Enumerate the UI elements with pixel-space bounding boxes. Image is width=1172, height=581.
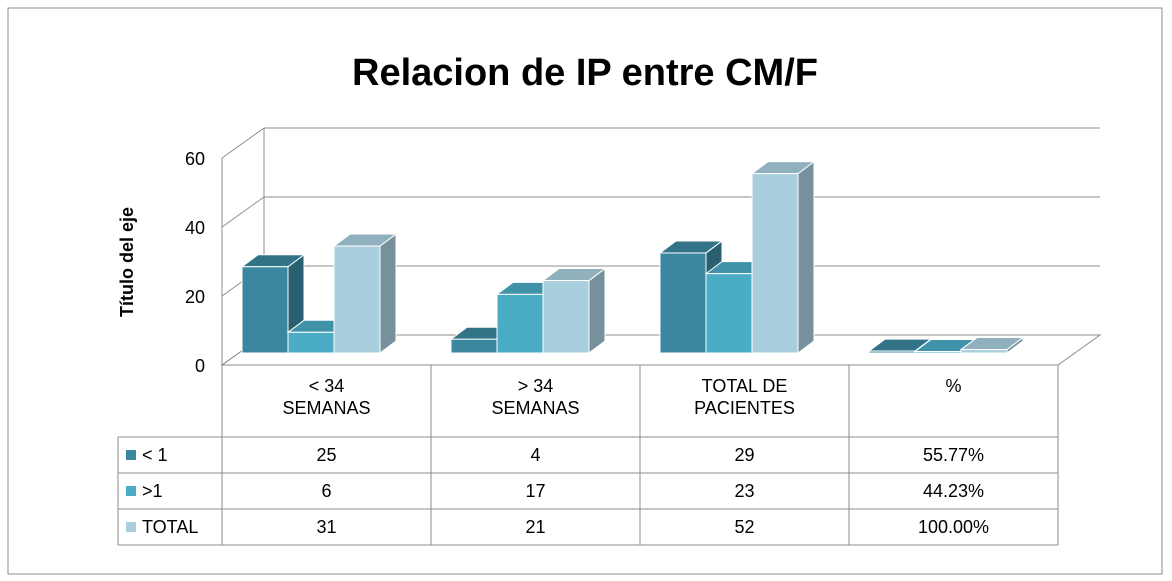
bar — [241, 266, 289, 354]
table-value: 31 — [316, 517, 337, 537]
x-tick-label: < 34 SEMANAS — [222, 365, 431, 437]
grid-line-side — [221, 127, 265, 159]
legend-entry: TOTAL — [118, 509, 222, 545]
bar — [542, 280, 590, 354]
table-value: 23 — [734, 481, 755, 501]
table-value: 29 — [734, 445, 755, 465]
y-axis-title: Título del eje — [117, 207, 137, 317]
category-text: < 34 SEMANAS — [282, 376, 371, 418]
bar-side — [379, 233, 397, 354]
x-tick-label: % — [849, 365, 1058, 437]
table-value: 44.23% — [922, 481, 985, 501]
category-text: TOTAL DE PACIENTES — [694, 376, 795, 418]
table-value: 55.77% — [922, 445, 985, 465]
legend-key — [126, 486, 136, 496]
chart-title: Relacion de IP entre CM/F — [352, 52, 818, 94]
bar — [868, 350, 916, 354]
y-tick-label: 40 — [185, 218, 205, 238]
bar — [333, 245, 381, 354]
y-tick-label: 20 — [185, 287, 205, 307]
legend-label: TOTAL — [142, 517, 199, 537]
bar — [960, 349, 1008, 354]
bar — [751, 173, 799, 354]
table-value: 17 — [525, 481, 546, 501]
bar — [496, 293, 544, 354]
legend-label: < 1 — [142, 445, 168, 465]
category-text: > 34 SEMANAS — [491, 376, 580, 418]
table-value: 100.00% — [917, 517, 990, 537]
legend-label: >1 — [142, 481, 163, 501]
legend-entry: >1 — [118, 473, 222, 509]
category-text: % — [945, 376, 962, 396]
bar-side — [588, 267, 606, 354]
bar — [705, 273, 753, 354]
x-tick-label: TOTAL DE PACIENTES — [640, 365, 849, 437]
y-tick-label: 60 — [185, 149, 205, 169]
table-value: 6 — [321, 481, 332, 501]
legend-key — [126, 522, 136, 532]
bar — [659, 252, 707, 354]
y-tick-label: 0 — [195, 356, 205, 376]
table-value: 4 — [530, 445, 541, 465]
bar — [287, 331, 335, 354]
legend-entry: < 1 — [118, 437, 222, 473]
x-tick-label: > 34 SEMANAS — [431, 365, 640, 437]
table-value: 52 — [734, 517, 755, 537]
table-value: 25 — [316, 445, 337, 465]
bar — [450, 338, 498, 354]
bar — [914, 350, 962, 354]
legend-key — [126, 450, 136, 460]
grid-line-side — [221, 196, 265, 228]
table-value: 21 — [525, 517, 546, 537]
bar-side — [797, 160, 815, 354]
